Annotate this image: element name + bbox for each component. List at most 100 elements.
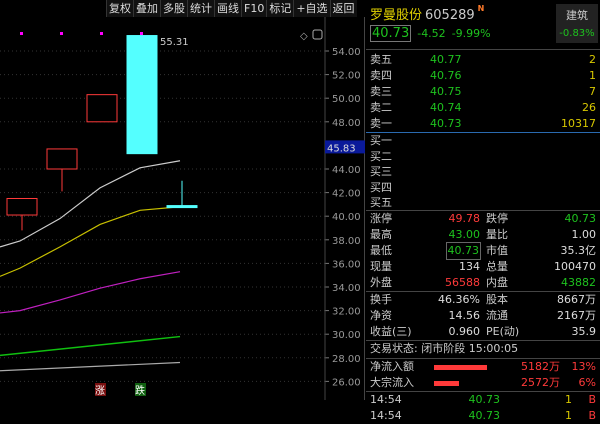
stat-row: 净资 14.56 流通 2167万 (366, 308, 600, 324)
toolbar-button[interactable]: 叠加 (133, 0, 160, 17)
stat-row: 换手 46.36% 股本 8667万 (366, 292, 600, 308)
toolbar-button[interactable]: 统计 (187, 0, 214, 17)
tick-volume: 1 (565, 409, 572, 422)
y-tick-label: 50.00 (332, 94, 361, 105)
candle-body (86, 94, 118, 123)
sector-name: 建筑 (566, 9, 588, 22)
marker-dot (100, 32, 103, 35)
bid-label: 买二 (370, 149, 392, 163)
stat-label: 最高 (370, 228, 392, 241)
stat-cell: 换手 46.36% (370, 292, 480, 308)
ask-label: 卖二 (370, 101, 392, 114)
ask-label: 卖三 (370, 85, 392, 98)
stat-label: 内盘 (486, 276, 508, 289)
ask-label: 卖四 (370, 69, 392, 82)
stat-cell: 总量 100470 (486, 259, 596, 275)
toolbar-button[interactable]: F10 (241, 0, 267, 17)
y-tick-label: 54.00 (332, 47, 361, 58)
ask-price: 40.75 (430, 85, 462, 98)
up-badge-label: 涨 (95, 385, 105, 397)
tick-list[interactable]: 14:54 40.73 1 B 14:54 40.73 1 B (366, 392, 600, 424)
diamond-icon: ◇ (300, 31, 308, 42)
y-tick-label: 30.00 (332, 330, 361, 341)
ask-row: 卖一 40.73 10317 (366, 116, 600, 132)
stat-cell: 现量 134 (370, 259, 480, 275)
flow-value: 2572万 (521, 376, 560, 389)
stat-value: 35.9 (571, 325, 597, 338)
candle-body (126, 35, 158, 155)
flow-row: 净流入额 5182万 13% (366, 359, 600, 375)
stat-cell: PE(动) 35.9 (486, 324, 596, 340)
stat-value: 56588 (445, 276, 480, 289)
stat-label: PE(动) (486, 325, 520, 338)
ask-price: 40.77 (430, 53, 462, 66)
stat-value: 49.78 (448, 212, 481, 225)
price-marker-label: 45.83 (327, 143, 356, 154)
y-tick-label: 44.00 (332, 165, 361, 176)
y-tick-label: 52.00 (332, 71, 361, 82)
stats-table: 涨停 49.78 跌停 40.73 最高 43.00 量比 1.00 最低 40.73 市值 35.3… (366, 211, 600, 292)
stat-cell: 收益(三) 0.960 (370, 324, 480, 340)
bid-row: 买五 (366, 195, 600, 211)
chart-toolbar: 复权 叠加 多股 统计 画线 F10 标记 +自选 返回 (106, 0, 357, 17)
kline-chart[interactable]: 54.00 52.00 50.00 48.00 44.00 42.00 40.00 38.00… (0, 17, 365, 400)
bid-label: 买五 (370, 196, 392, 209)
stat-row: 外盘 56588 内盘 43882 (366, 275, 600, 291)
kline-svg[interactable]: 54.00 52.00 50.00 48.00 44.00 42.00 40.00 38.00… (0, 17, 365, 400)
flow-label: 净流入额 (370, 360, 414, 373)
y-tick-label: 32.00 (332, 307, 361, 318)
up-badge (95, 383, 106, 396)
sector-pct: -0.83% (559, 28, 595, 39)
stat-value: 43.00 (448, 228, 481, 241)
flow-pct: 13% (571, 360, 596, 373)
stat-cell: 股本 8667万 (486, 292, 596, 308)
tick-side: B (588, 409, 596, 422)
stat-label: 最低 (370, 244, 392, 257)
flow-value: 5182万 (521, 360, 560, 373)
bid-row: 买三 (366, 164, 600, 180)
ask-price: 40.76 (430, 69, 462, 82)
stat-cell: 流通 2167万 (486, 308, 596, 324)
stat-value: 40.73 (445, 242, 481, 260)
toolbar-button[interactable]: +自选 (293, 0, 330, 17)
candle-body (166, 205, 198, 209)
tick-volume: 1 (565, 393, 572, 406)
stat-cell: 跌停 40.73 (486, 211, 596, 227)
toolbar-button[interactable]: 返回 (329, 0, 357, 17)
stat-value: 43882 (561, 276, 596, 289)
flow-bar (434, 380, 460, 386)
flow-pct: 6% (578, 376, 596, 389)
quote-panel: 罗曼股份 605289 N 40.73 -4.52 -9.99% 建筑 -0.8… (366, 0, 600, 422)
ask-volume: 2 (589, 53, 596, 66)
ask-label: 卖一 (370, 117, 392, 130)
stat-value: 100470 (554, 260, 596, 273)
stat-label: 换手 (370, 293, 392, 306)
trade-status: 交易状态: 闭市阶段 15:00:05 (370, 342, 519, 355)
stock-name: 罗曼股份 (370, 8, 423, 23)
stat-value: 2167万 (557, 309, 596, 322)
toolbar-button[interactable]: 画线 (214, 0, 241, 17)
stat-cell: 量比 1.00 (486, 227, 596, 243)
bid-row: 买四 (366, 180, 600, 196)
stat-value: 1.00 (571, 228, 597, 241)
toolbar-button[interactable]: 多股 (160, 0, 187, 17)
ask-row: 卖五 40.77 2 (366, 52, 600, 68)
stat-value: 8667万 (557, 293, 596, 306)
ma-line (0, 206, 181, 277)
y-tick-label: 40.00 (332, 212, 361, 223)
toolbar-button[interactable]: 复权 (106, 0, 133, 17)
stat-cell: 涨停 49.78 (370, 211, 480, 227)
tick-price: 40.73 (468, 393, 501, 406)
y-tick-label: 48.00 (332, 118, 361, 129)
toolbar-button[interactable]: 标记 (266, 0, 294, 17)
ask-volume: 7 (589, 85, 596, 98)
stat-label: 收益(三) (370, 325, 412, 338)
ma-line (0, 160, 181, 248)
ask-volume: 26 (582, 101, 596, 114)
ask-price: 40.74 (430, 101, 462, 114)
marker-dot (140, 32, 143, 35)
sector-button[interactable]: 建筑 -0.83% (556, 4, 598, 43)
ask-row: 卖四 40.76 1 (366, 68, 600, 84)
stat-cell: 外盘 56588 (370, 275, 480, 291)
stat-label: 涨停 (370, 212, 392, 225)
